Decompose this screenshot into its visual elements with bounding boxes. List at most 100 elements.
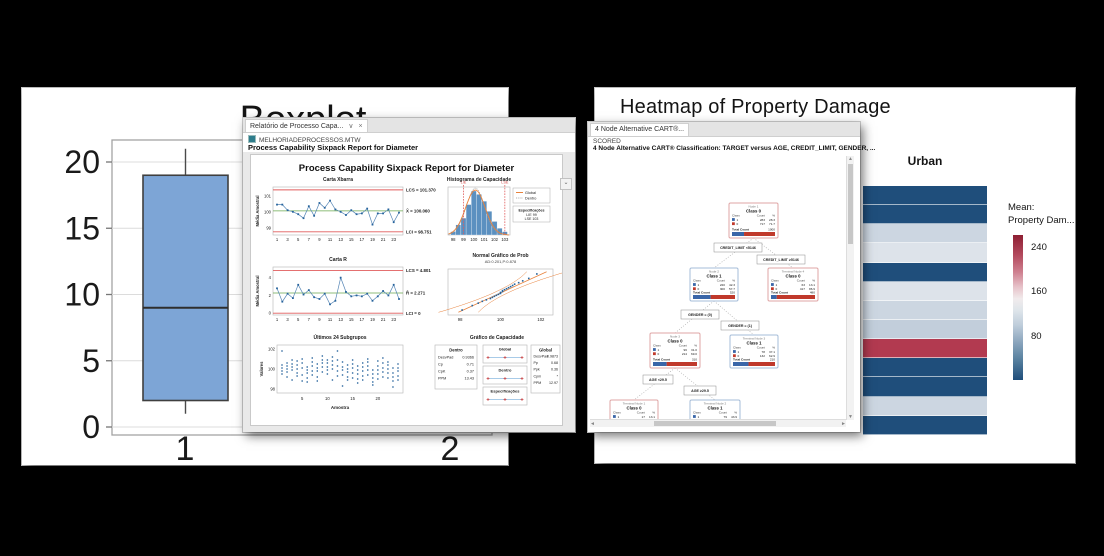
cart-tree-diagram: CREDIT_LIMIT <5146 CREDIT_LIMIT ≥5146 GEND… xyxy=(609,202,819,436)
heatmap-legend-title: Mean: xyxy=(1008,202,1035,213)
stat-value: 0.37 xyxy=(467,370,474,374)
node-row-count: 63 xyxy=(802,283,806,287)
node-bar-class0 xyxy=(710,295,735,299)
x-tick: 1 xyxy=(276,317,279,322)
horizontal-scroll-thumb[interactable] xyxy=(654,421,776,426)
node-total-label: Total Count xyxy=(732,227,749,231)
stat-name: DesvPad xyxy=(534,355,549,359)
node-table-header: % xyxy=(652,411,655,415)
node-row-class: 1 xyxy=(776,283,778,287)
spec-label: LIE xyxy=(461,181,467,185)
x-tick: 101 xyxy=(481,237,489,242)
node-total-label: Total Count xyxy=(771,290,788,294)
x-tick: 103 xyxy=(501,237,509,242)
node-row-class: 1 xyxy=(737,218,739,222)
node-header: Terminal Node 4 xyxy=(782,270,805,274)
heatmap-cell xyxy=(863,243,987,263)
y-axis-label: Valores xyxy=(259,361,264,377)
y-tick: 100 xyxy=(268,367,276,372)
stat-name: Ppk xyxy=(534,368,540,372)
node-header: Terminal Node 3 xyxy=(743,337,766,341)
x-tick: 7 xyxy=(308,237,311,242)
node-row-class: 1 xyxy=(658,348,660,352)
node-row-class: 1 xyxy=(618,415,620,419)
cart-tab-label: 4 Node Alternative CART®... xyxy=(595,126,685,133)
y-tick-label: 0 xyxy=(82,409,100,445)
node-total-label: Total Count xyxy=(733,357,750,361)
node-row-class: 0 xyxy=(737,222,739,226)
cart-heading: 4 Node Alternative CART® Classification:… xyxy=(593,145,876,152)
class-color-swatch xyxy=(733,350,736,353)
split-rule-box xyxy=(642,374,674,385)
x-tick: 19 xyxy=(370,237,375,242)
node-row-pct: 71.7 xyxy=(769,222,775,226)
heatmap-cell xyxy=(863,205,987,225)
vertical-scrollbar[interactable]: ▲ ▼ xyxy=(846,156,854,420)
horizontal-scrollbar[interactable]: ◄ ► xyxy=(590,419,846,427)
y-tick: 4 xyxy=(269,275,272,280)
x-tick: 1 xyxy=(276,237,279,242)
cl-label: R̄ = 2.271 xyxy=(406,291,426,296)
node-row-pct: 31.0 xyxy=(691,348,697,352)
x-tick: 98 xyxy=(458,317,463,322)
spec-value: LSE 103 xyxy=(525,217,539,221)
stat-value: 13.43 xyxy=(464,377,474,381)
node-table-header: Count xyxy=(637,411,645,415)
scroll-up-icon[interactable]: ▲ xyxy=(848,156,853,162)
class-color-swatch xyxy=(653,352,656,356)
stat-name: Pp xyxy=(534,361,538,365)
scroll-down-icon[interactable]: ▼ xyxy=(848,414,853,420)
sixpack-tab[interactable]: Relatório de Processo Capa... ∨ × xyxy=(245,119,368,132)
node-row-count: 417 xyxy=(800,287,805,291)
node-class-label: Class 0 xyxy=(785,273,801,278)
y-tick: 99 xyxy=(266,225,271,230)
scroll-down-button[interactable]: ⌄ xyxy=(560,178,572,190)
y-tick-label: 20 xyxy=(64,144,100,180)
stat-name: DesvPad xyxy=(438,356,453,360)
cart-tab[interactable]: 4 Node Alternative CART®... xyxy=(590,123,690,136)
node-bar-class0 xyxy=(744,232,775,236)
scroll-right-icon[interactable]: ► xyxy=(841,421,846,427)
node-table-header: Class xyxy=(693,411,701,415)
node-header: Node 3 xyxy=(670,335,680,339)
stat-value: 0.9873 xyxy=(547,355,558,359)
node-row-pct: 28.3 xyxy=(769,218,775,222)
node-class-label: Class 0 xyxy=(746,208,762,213)
subchart-title: Gráfico de Capacidade xyxy=(470,335,524,341)
node-bar-class0 xyxy=(748,362,775,366)
tree-edge xyxy=(713,237,754,269)
class-color-swatch xyxy=(733,354,736,358)
node-table-header: % xyxy=(732,279,735,283)
subchart-title: Histograma de Capacidade xyxy=(447,177,511,183)
x-tick: 17 xyxy=(360,317,365,322)
node-bar-class1 xyxy=(771,295,777,299)
close-icon[interactable]: × xyxy=(358,123,363,130)
tree-edge xyxy=(674,300,715,334)
collapse-icon[interactable]: ∨ xyxy=(348,123,354,130)
scroll-left-icon[interactable]: ◄ xyxy=(590,421,595,427)
node-table-header: Count xyxy=(797,279,805,283)
x-tick: 19 xyxy=(370,317,375,322)
x-tick: 5 xyxy=(297,317,300,322)
node-row-pct: 57.7 xyxy=(729,287,735,291)
node-row-class: 0 xyxy=(776,287,778,291)
heatmap-column-header: Urban xyxy=(907,154,943,168)
subchart-title: Carta Xbarra xyxy=(323,177,353,183)
class-color-swatch xyxy=(693,283,696,286)
split-rule-box xyxy=(756,254,806,265)
x-tick: 5 xyxy=(301,396,304,401)
vertical-scroll-thumb[interactable] xyxy=(848,164,853,244)
cart-worksheet-row: SCORED xyxy=(593,138,621,145)
x-tick: 13 xyxy=(338,237,343,242)
stat-value: 12.97 xyxy=(549,381,558,385)
split-rule-label: GENDER = (0) xyxy=(688,313,713,317)
stats-box-title: Dentro xyxy=(449,348,463,353)
node-row-pct: 86.9 xyxy=(809,287,815,291)
box xyxy=(142,174,229,402)
